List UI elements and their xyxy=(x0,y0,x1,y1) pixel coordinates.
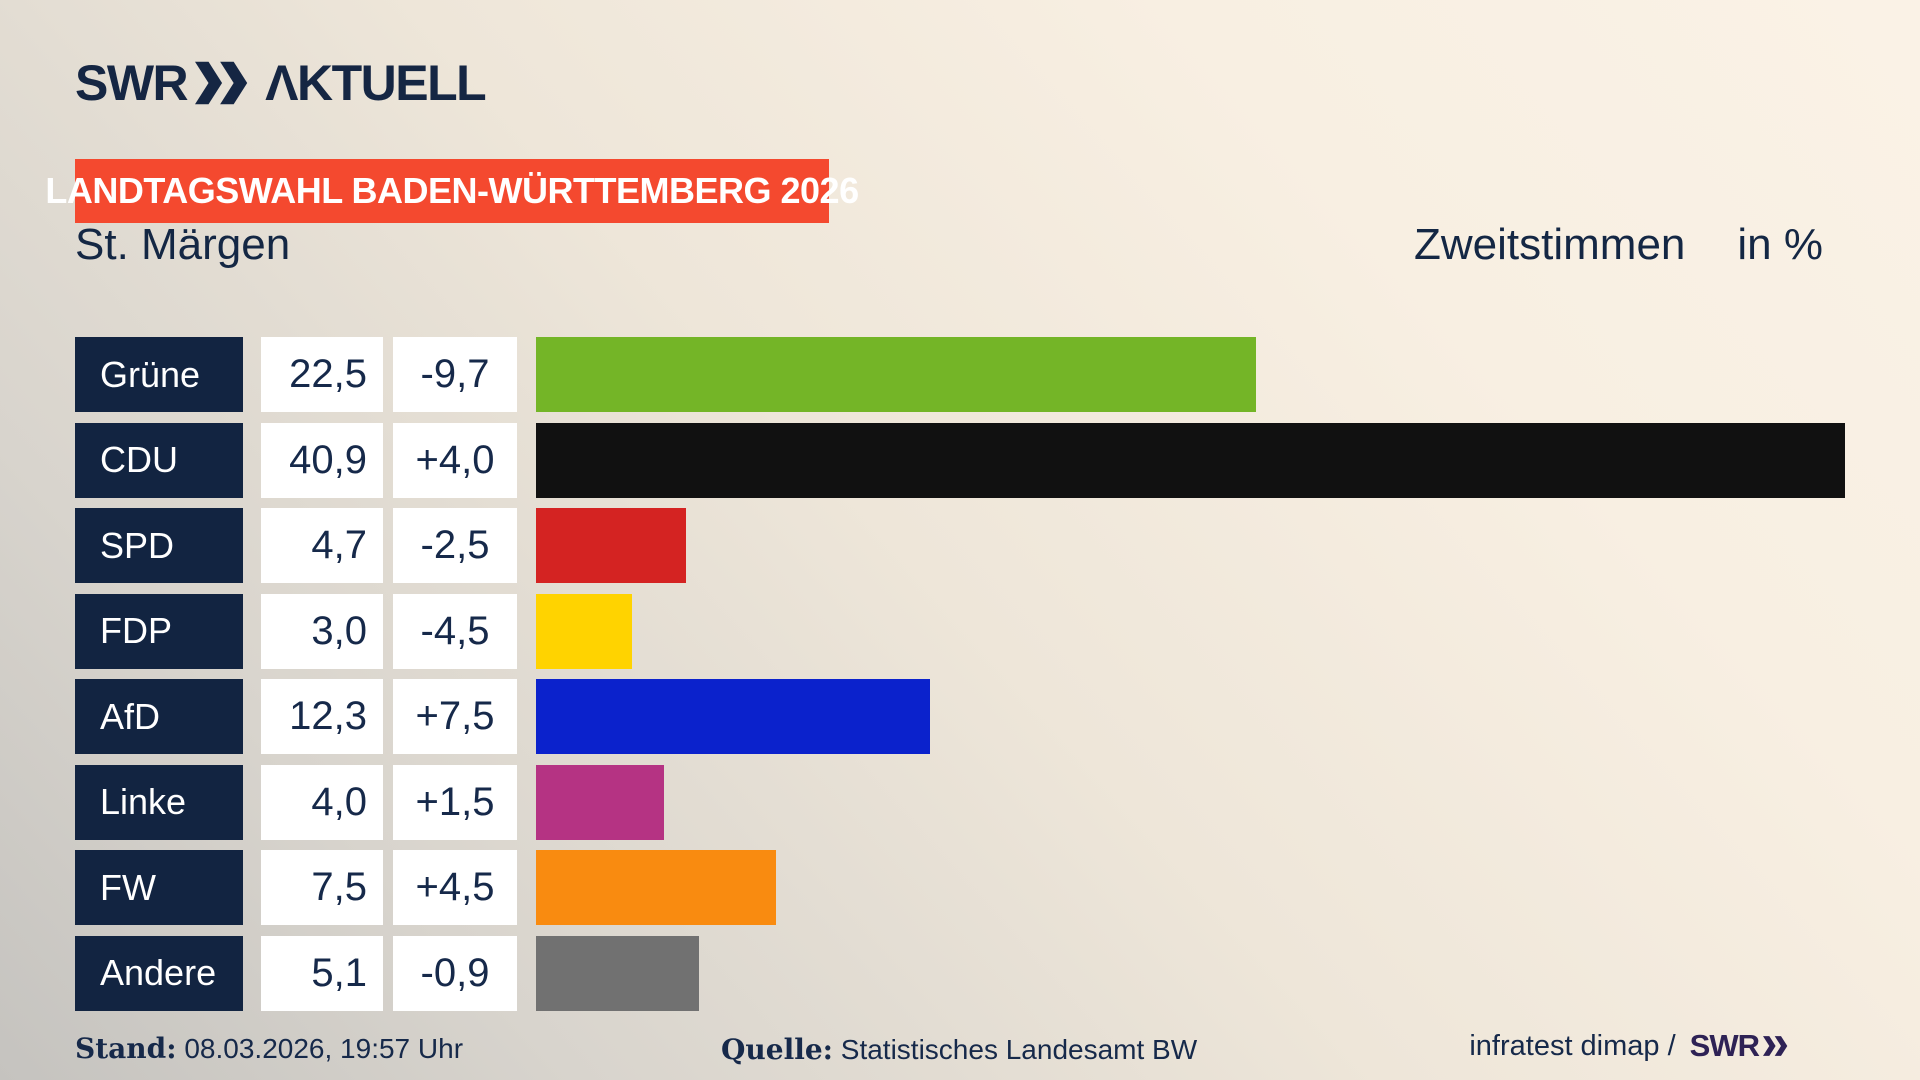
result-row: CDU 40,9 +4,0 xyxy=(0,422,1920,498)
result-row: Linke 4,0 +1,5 xyxy=(0,764,1920,840)
result-row: Andere 5,1 -0,9 xyxy=(0,935,1920,1011)
swr-chevrons-icon xyxy=(195,61,248,105)
party-label: Grüne xyxy=(75,337,243,412)
swr-aktuell-logo: SWR ΛKTUELL xyxy=(75,55,487,111)
credit-swr-chevrons-icon xyxy=(1763,1036,1788,1056)
party-value: 3,0 xyxy=(261,593,383,669)
measure-title: Zweitstimmen in % xyxy=(1414,220,1823,270)
party-label: CDU xyxy=(75,422,243,498)
party-label: Linke xyxy=(75,764,243,840)
stand-label: Stand: xyxy=(75,1032,177,1065)
party-label: Andere xyxy=(75,935,243,1011)
result-row: Grüne 22,5 -9,7 xyxy=(0,337,1920,412)
party-value: 22,5 xyxy=(261,337,383,412)
party-change-value: -0,9 xyxy=(393,935,517,1011)
party-value: 5,1 xyxy=(261,935,383,1011)
party-value: 40,9 xyxy=(261,422,383,498)
unit-label: in % xyxy=(1737,220,1823,269)
party-value: 7,5 xyxy=(261,850,383,925)
result-row: SPD 4,7 -2,5 xyxy=(0,508,1920,583)
result-row: FW 7,5 +4,5 xyxy=(0,850,1920,925)
party-bar xyxy=(536,764,664,840)
logo-swr-text: SWR xyxy=(75,55,189,111)
party-change-value: -9,7 xyxy=(393,337,517,412)
party-change-value: +4,0 xyxy=(393,422,517,498)
party-change-value: -4,5 xyxy=(393,593,517,669)
party-bar xyxy=(536,337,1256,412)
party-change-value: +7,5 xyxy=(393,679,517,754)
result-row: FDP 3,0 -4,5 xyxy=(0,593,1920,669)
party-value: 4,0 xyxy=(261,764,383,840)
credit-note: infratest dimap / SWR xyxy=(1469,1028,1790,1064)
election-banner: LANDTAGSWAHL BADEN-WÜRTTEMBERG 2026 xyxy=(45,159,859,223)
credit-text: infratest dimap / xyxy=(1469,1029,1676,1062)
stand-timestamp: Stand: 08.03.2026, 19:57 Uhr xyxy=(75,1032,463,1065)
party-bar xyxy=(536,422,1845,498)
party-change-value: +4,5 xyxy=(393,850,517,925)
party-label: FDP xyxy=(75,593,243,669)
party-bar xyxy=(536,593,632,669)
stand-value: 08.03.2026, 19:57 Uhr xyxy=(176,1033,464,1064)
party-bar xyxy=(536,508,687,583)
party-bar xyxy=(536,679,930,754)
party-value: 12,3 xyxy=(261,679,383,754)
party-bar xyxy=(536,935,700,1011)
party-change-value: -2,5 xyxy=(393,508,517,583)
source-note: Quelle: Statistisches Landesamt BW xyxy=(721,1033,1197,1066)
result-row: AfD 12,3 +7,5 xyxy=(0,679,1920,754)
party-change-value: +1,5 xyxy=(393,764,517,840)
party-label: SPD xyxy=(75,508,243,583)
measure-label: Zweitstimmen xyxy=(1414,220,1686,269)
logo-aktuell-text: ΛKTUELL xyxy=(265,55,487,111)
source-value: Statistisches Landesamt BW xyxy=(833,1034,1198,1065)
party-label: AfD xyxy=(75,679,243,754)
party-value: 4,7 xyxy=(261,508,383,583)
credit-swr-text: SWR xyxy=(1689,1028,1760,1063)
party-label: FW xyxy=(75,850,243,925)
party-bar xyxy=(536,850,776,925)
source-label: Quelle: xyxy=(721,1033,833,1066)
location-title: St. Märgen xyxy=(75,220,291,269)
